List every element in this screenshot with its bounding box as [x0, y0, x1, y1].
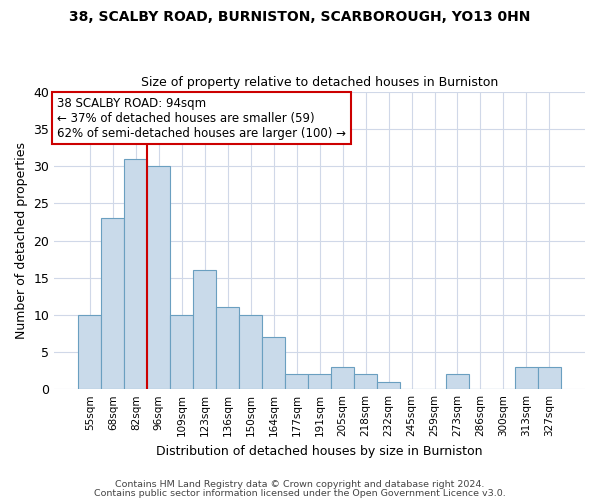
Bar — [124, 159, 148, 389]
Bar — [170, 315, 193, 389]
Bar — [285, 374, 308, 389]
Bar — [308, 374, 331, 389]
Text: 38, SCALBY ROAD, BURNISTON, SCARBOROUGH, YO13 0HN: 38, SCALBY ROAD, BURNISTON, SCARBOROUGH,… — [70, 10, 530, 24]
Bar — [101, 218, 124, 389]
Bar — [331, 367, 354, 389]
Bar — [377, 382, 400, 389]
Bar — [515, 367, 538, 389]
Text: 38 SCALBY ROAD: 94sqm
← 37% of detached houses are smaller (59)
62% of semi-deta: 38 SCALBY ROAD: 94sqm ← 37% of detached … — [57, 96, 346, 140]
Text: Contains public sector information licensed under the Open Government Licence v3: Contains public sector information licen… — [94, 489, 506, 498]
Bar — [79, 315, 101, 389]
Text: Contains HM Land Registry data © Crown copyright and database right 2024.: Contains HM Land Registry data © Crown c… — [115, 480, 485, 489]
Bar — [538, 367, 561, 389]
X-axis label: Distribution of detached houses by size in Burniston: Distribution of detached houses by size … — [157, 444, 483, 458]
Bar — [354, 374, 377, 389]
Bar — [216, 308, 239, 389]
Y-axis label: Number of detached properties: Number of detached properties — [15, 142, 28, 339]
Bar — [446, 374, 469, 389]
Bar — [148, 166, 170, 389]
Bar — [239, 315, 262, 389]
Bar — [193, 270, 216, 389]
Title: Size of property relative to detached houses in Burniston: Size of property relative to detached ho… — [141, 76, 498, 90]
Bar — [262, 337, 285, 389]
